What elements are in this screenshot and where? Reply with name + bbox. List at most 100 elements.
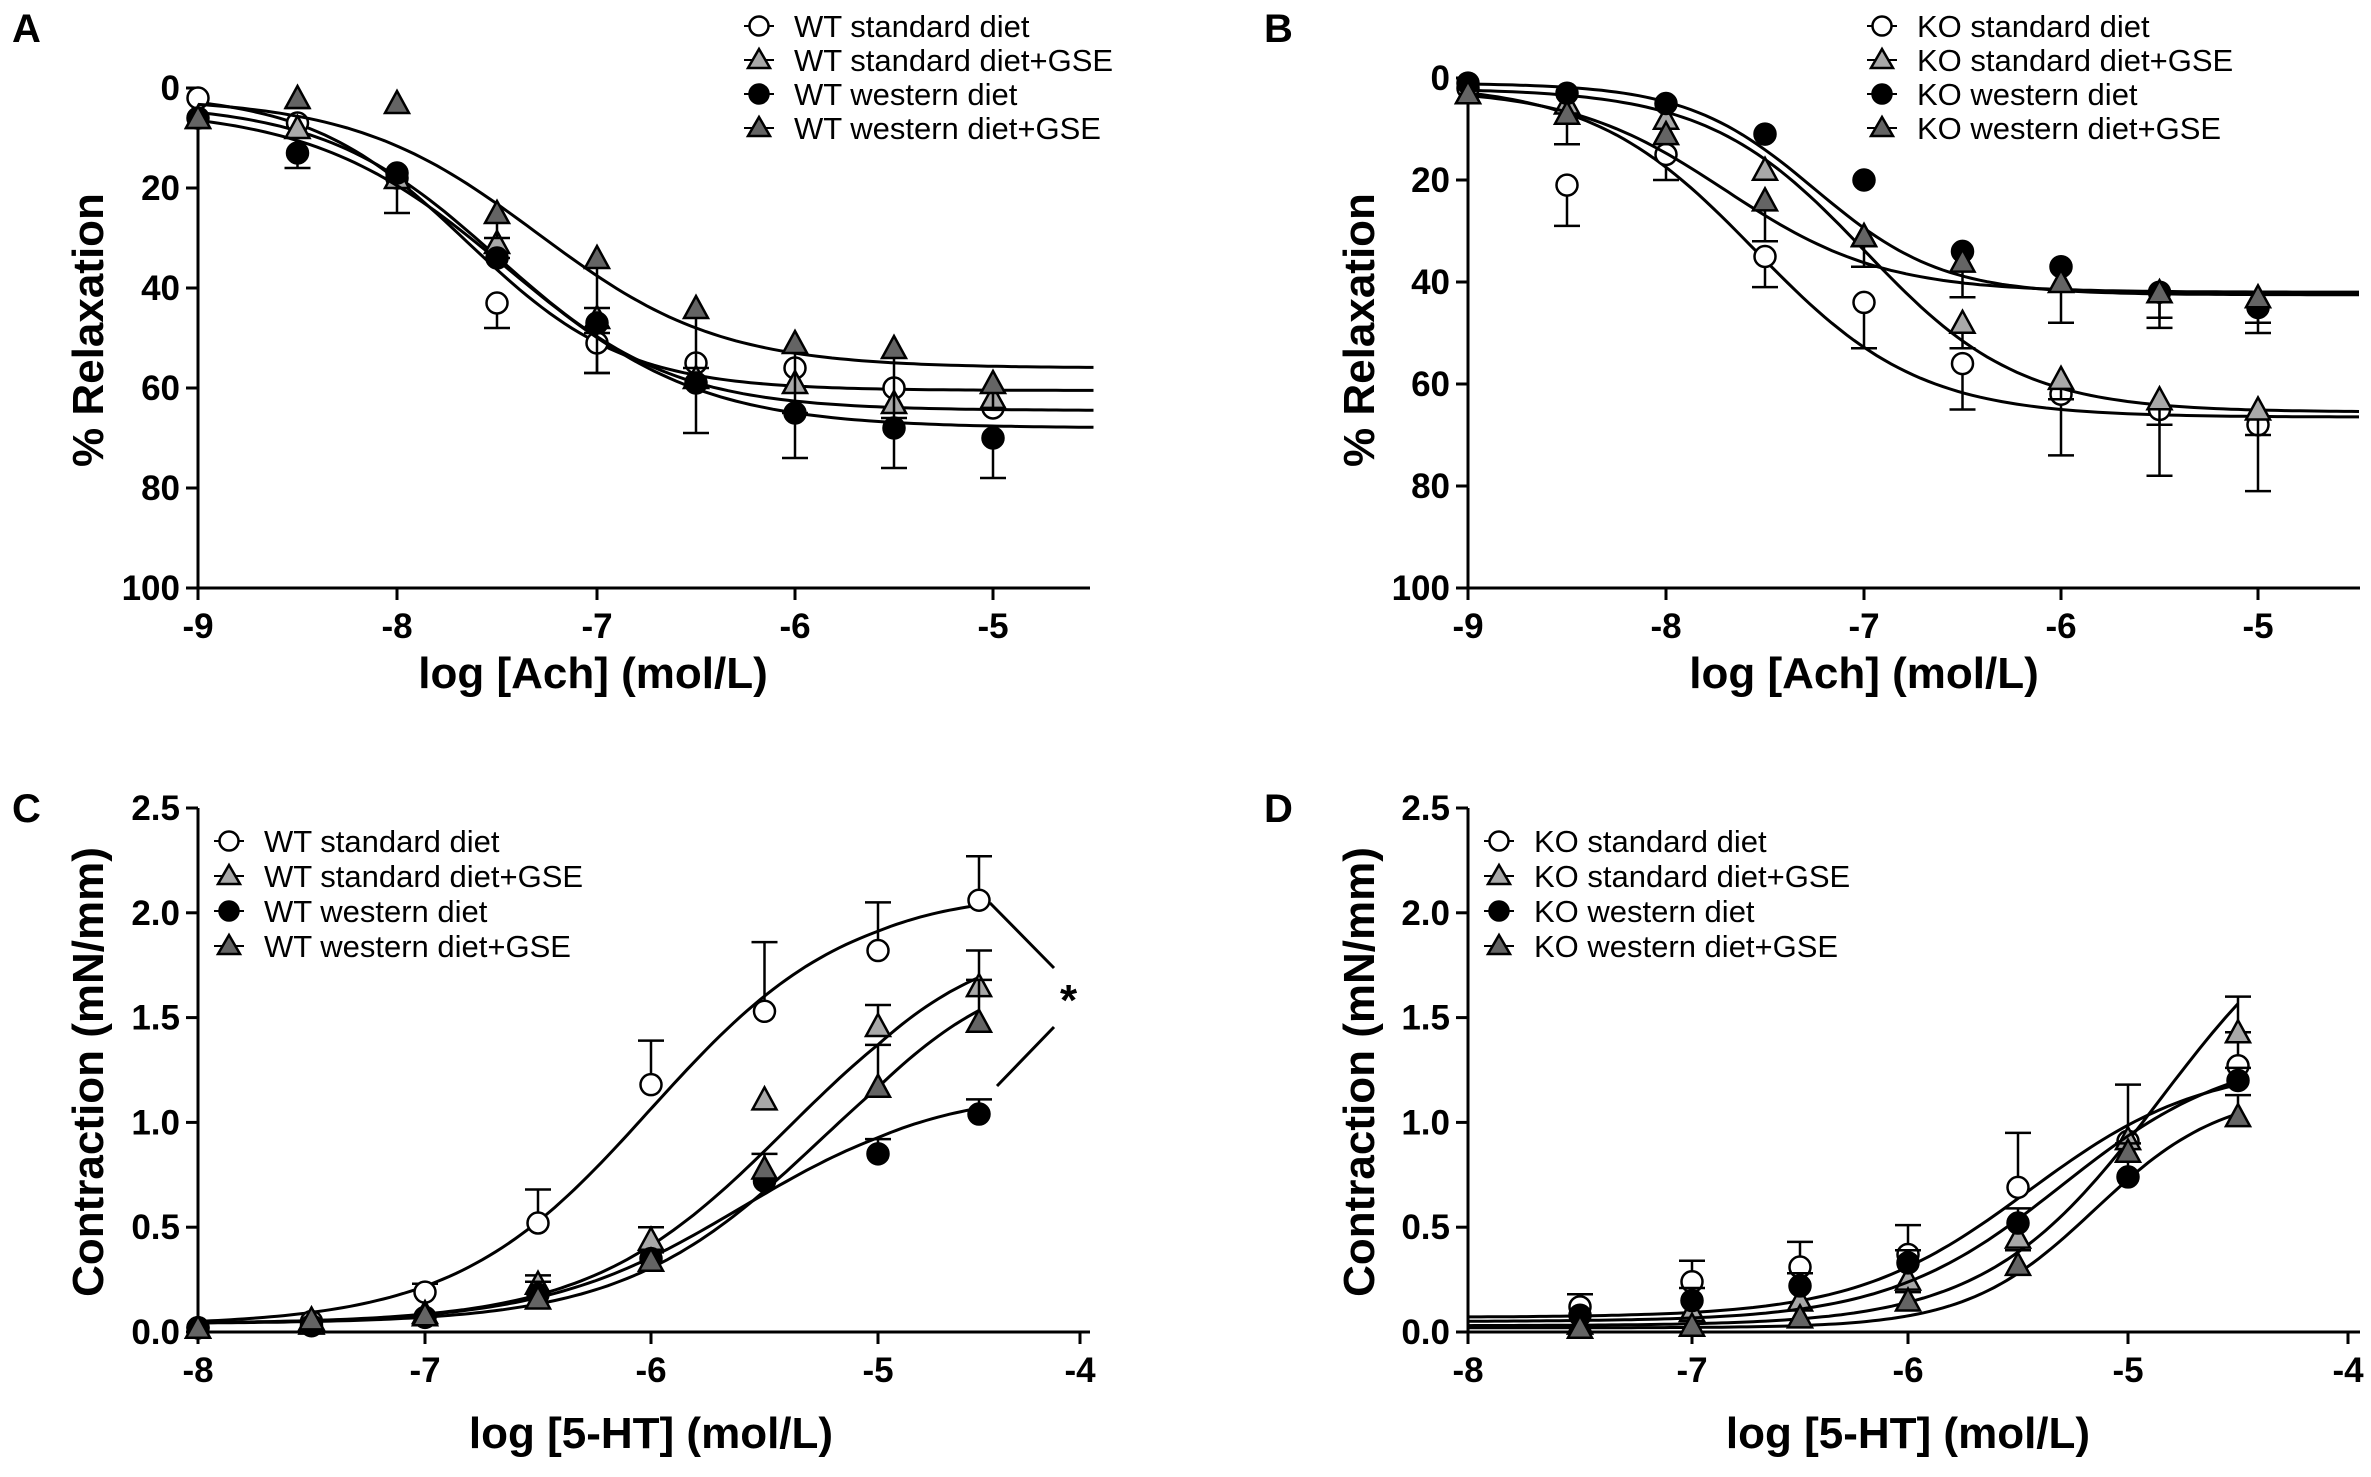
y-tick-label: 80 [1411, 467, 1450, 506]
panel-c: C 0.0 0.5 1.0 1.5 2.0 2.5 -8 -7 -6 -5 -4 log [5-HT] … [12, 787, 1096, 1458]
x-tick-label: -5 [2112, 1351, 2143, 1390]
data-point [485, 291, 509, 315]
series-wt-western-diet [186, 1098, 992, 1340]
series-ko-standard-diet [1456, 76, 2359, 493]
legend-marker [1488, 830, 1510, 852]
data-point [2006, 1211, 2030, 1235]
series-wt-western-diet-gse [183, 83, 1094, 420]
data-point [1788, 1274, 1812, 1298]
panel-letter-d: D [1264, 787, 1293, 831]
y-tick-label: 0.5 [1401, 1208, 1450, 1247]
data-point [967, 1102, 991, 1126]
data-point [1552, 99, 1582, 125]
panel-letter-a: A [12, 7, 41, 51]
data-point [1453, 78, 1483, 105]
data-point [485, 246, 509, 270]
x-tick-label: -9 [182, 607, 213, 646]
legend-marker [745, 114, 773, 138]
y-tick-label: 80 [141, 469, 180, 508]
fit-curve [197, 110, 1094, 412]
x-tick-label: -6 [779, 607, 810, 646]
x-tick-label: -8 [1452, 1351, 1483, 1390]
legend-marker [215, 862, 243, 886]
y-tick-label: 1.0 [1401, 1103, 1450, 1142]
data-point [2243, 282, 2273, 309]
legend-marker [745, 46, 773, 70]
y-tick-label: 0.0 [131, 1313, 180, 1352]
y-tick-label: 0 [1431, 59, 1450, 98]
x-tick-label: -5 [2242, 607, 2273, 646]
x-axis-title: log [Ach] (mol/L) [418, 649, 768, 698]
x-tick-label: -6 [635, 1351, 666, 1390]
y-tick-label: 20 [141, 169, 180, 208]
data-point [1785, 1302, 1815, 1329]
panel-letter-c: C [12, 787, 41, 831]
y-tick-label: 100 [122, 569, 180, 608]
x-tick-label: -6 [2045, 607, 2076, 646]
y-tick-label: 2.5 [1401, 789, 1450, 828]
y-axis-title: % Relaxation [64, 193, 113, 467]
data-point [1896, 1251, 1920, 1275]
data-point [1651, 119, 1681, 146]
data-point [1680, 1288, 1704, 1313]
x-tick-label: -7 [409, 1351, 440, 1390]
legend-marker [1871, 15, 1893, 37]
series-wt-western-diet [186, 106, 1094, 480]
x-tick-label: -7 [581, 607, 612, 646]
legend-label: KO standard diet+GSE [1917, 43, 2233, 78]
legend-marker [748, 83, 770, 105]
legend-marker [218, 830, 240, 852]
legend-marker [215, 932, 243, 956]
data-point [2226, 1068, 2250, 1093]
data-point [1893, 1285, 1923, 1312]
data-point [582, 243, 612, 270]
data-point [410, 1300, 440, 1327]
legend-marker [1868, 46, 1896, 70]
y-tick-label: 2.5 [131, 789, 180, 828]
series-ko-standard-diet-gse [1453, 78, 2360, 437]
data-point [1852, 290, 1876, 315]
series-wt-standard-diet [186, 854, 992, 1340]
x-tick-label: -6 [1892, 1351, 1923, 1390]
fit-curve [1467, 1002, 2240, 1328]
fit-curve [197, 102, 1094, 369]
y-tick-label: 2.0 [131, 894, 180, 933]
data-point [482, 198, 512, 225]
x-tick-label: -5 [862, 1351, 893, 1390]
data-point [2006, 1175, 2030, 1200]
data-point [780, 328, 810, 355]
data-point [863, 1011, 893, 1038]
data-point [2113, 1137, 2143, 1163]
data-point [1852, 168, 1876, 192]
data-point [1950, 351, 1975, 376]
x-tick-label: -5 [977, 607, 1008, 646]
data-point [1654, 91, 1678, 116]
y-tick-label: 0 [161, 69, 180, 108]
legend-label: WT standard diet [794, 9, 1030, 44]
x-axis-title: log [5-HT] (mol/L) [469, 1409, 833, 1458]
fit-curve [1467, 88, 2360, 413]
x-axis-title: log [5-HT] (mol/L) [1726, 1409, 2090, 1458]
data-point [1565, 1313, 1595, 1340]
data-point [585, 311, 609, 335]
data-point [2046, 364, 2076, 391]
data-point [183, 103, 213, 130]
data-point [636, 1246, 666, 1272]
data-point [1948, 308, 1977, 335]
fit-curve [1468, 1079, 2239, 1323]
data-point [2223, 1101, 2253, 1128]
fit-curve [1468, 1112, 2239, 1330]
legend-marker [1871, 83, 1893, 105]
x-axis-title: log [Ach] (mol/L) [1689, 649, 2039, 698]
fit-curve [1467, 94, 2359, 294]
data-point [978, 368, 1008, 395]
legend-label: KO standard diet [1917, 9, 2150, 44]
data-point [964, 1007, 994, 1034]
data-point [2243, 394, 2273, 421]
data-point [183, 1313, 213, 1340]
legend-marker [1485, 932, 1513, 956]
legend-marker [218, 900, 240, 922]
legend-label: WT western diet [794, 77, 1018, 112]
data-point [863, 1072, 893, 1099]
